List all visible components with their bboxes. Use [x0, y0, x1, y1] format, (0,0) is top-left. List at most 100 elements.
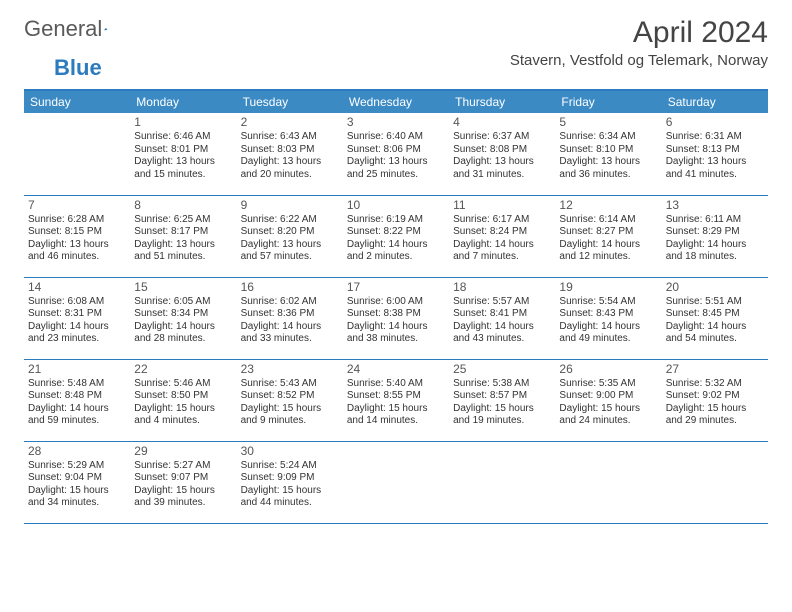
cell-sunrise: Sunrise: 6:05 AM [134, 296, 232, 309]
calendar-week-row: 21Sunrise: 5:48 AMSunset: 8:48 PMDayligh… [24, 359, 768, 441]
calendar-cell: 3Sunrise: 6:40 AMSunset: 8:06 PMDaylight… [343, 113, 449, 195]
cell-sunrise: Sunrise: 5:46 AM [134, 378, 232, 391]
cell-d2: and 44 minutes. [241, 497, 339, 510]
cell-sunset: Sunset: 8:20 PM [241, 226, 339, 239]
cell-d2: and 23 minutes. [28, 333, 126, 346]
cell-d2: and 18 minutes. [666, 251, 764, 264]
day-number: 22 [134, 362, 232, 377]
column-header: Thursday [449, 91, 555, 113]
cell-d2: and 57 minutes. [241, 251, 339, 264]
cell-d1: Daylight: 14 hours [666, 321, 764, 334]
day-number: 10 [347, 198, 445, 213]
cell-d1: Daylight: 14 hours [453, 239, 551, 252]
cell-d2: and 25 minutes. [347, 169, 445, 182]
cell-d2: and 41 minutes. [666, 169, 764, 182]
day-number: 28 [28, 444, 126, 459]
day-number: 19 [559, 280, 657, 295]
cell-d2: and 31 minutes. [453, 169, 551, 182]
day-number: 15 [134, 280, 232, 295]
calendar-week-row: 1Sunrise: 6:46 AMSunset: 8:01 PMDaylight… [24, 113, 768, 195]
cell-d2: and 4 minutes. [134, 415, 232, 428]
day-number: 16 [241, 280, 339, 295]
logo-text-blue: Blue [54, 55, 792, 81]
day-number: 5 [559, 115, 657, 130]
day-number: 12 [559, 198, 657, 213]
cell-sunrise: Sunrise: 5:43 AM [241, 378, 339, 391]
cell-sunrise: Sunrise: 6:31 AM [666, 131, 764, 144]
cell-d2: and 14 minutes. [347, 415, 445, 428]
cell-d2: and 59 minutes. [28, 415, 126, 428]
day-number: 18 [453, 280, 551, 295]
calendar-cell: 5Sunrise: 6:34 AMSunset: 8:10 PMDaylight… [555, 113, 661, 195]
calendar-cell: 15Sunrise: 6:05 AMSunset: 8:34 PMDayligh… [130, 277, 236, 359]
cell-sunrise: Sunrise: 5:27 AM [134, 460, 232, 473]
cell-d1: Daylight: 14 hours [559, 321, 657, 334]
cell-sunset: Sunset: 8:52 PM [241, 390, 339, 403]
cell-sunset: Sunset: 8:03 PM [241, 144, 339, 157]
cell-sunset: Sunset: 8:01 PM [134, 144, 232, 157]
cell-sunrise: Sunrise: 5:38 AM [453, 378, 551, 391]
column-header: Wednesday [343, 91, 449, 113]
cell-sunset: Sunset: 8:10 PM [559, 144, 657, 157]
calendar-cell: 19Sunrise: 5:54 AMSunset: 8:43 PMDayligh… [555, 277, 661, 359]
cell-d1: Daylight: 13 hours [134, 239, 232, 252]
page-title: April 2024 [510, 16, 768, 50]
cell-d1: Daylight: 15 hours [666, 403, 764, 416]
cell-sunrise: Sunrise: 6:43 AM [241, 131, 339, 144]
cell-d2: and 7 minutes. [453, 251, 551, 264]
cell-d1: Daylight: 14 hours [28, 321, 126, 334]
calendar-cell: 8Sunrise: 6:25 AMSunset: 8:17 PMDaylight… [130, 195, 236, 277]
logo-text-general: General [24, 16, 102, 42]
calendar-cell [24, 113, 130, 195]
day-number: 1 [134, 115, 232, 130]
cell-sunset: Sunset: 8:15 PM [28, 226, 126, 239]
calendar-cell: 18Sunrise: 5:57 AMSunset: 8:41 PMDayligh… [449, 277, 555, 359]
cell-d1: Daylight: 14 hours [134, 321, 232, 334]
cell-sunset: Sunset: 8:08 PM [453, 144, 551, 157]
cell-sunset: Sunset: 8:57 PM [453, 390, 551, 403]
day-number: 27 [666, 362, 764, 377]
calendar-cell: 14Sunrise: 6:08 AMSunset: 8:31 PMDayligh… [24, 277, 130, 359]
cell-d2: and 33 minutes. [241, 333, 339, 346]
cell-d1: Daylight: 15 hours [134, 403, 232, 416]
cell-d2: and 19 minutes. [453, 415, 551, 428]
cell-sunset: Sunset: 8:17 PM [134, 226, 232, 239]
calendar-cell [555, 441, 661, 523]
cell-d1: Daylight: 15 hours [453, 403, 551, 416]
cell-sunset: Sunset: 8:27 PM [559, 226, 657, 239]
column-header: Friday [555, 91, 661, 113]
calendar-cell: 22Sunrise: 5:46 AMSunset: 8:50 PMDayligh… [130, 359, 236, 441]
cell-sunset: Sunset: 8:55 PM [347, 390, 445, 403]
calendar-cell: 25Sunrise: 5:38 AMSunset: 8:57 PMDayligh… [449, 359, 555, 441]
day-number: 30 [241, 444, 339, 459]
cell-sunrise: Sunrise: 6:28 AM [28, 214, 126, 227]
logo-triangle-icon [104, 20, 107, 38]
calendar-cell: 16Sunrise: 6:02 AMSunset: 8:36 PMDayligh… [237, 277, 343, 359]
cell-d2: and 46 minutes. [28, 251, 126, 264]
day-number: 4 [453, 115, 551, 130]
cell-d2: and 43 minutes. [453, 333, 551, 346]
cell-sunset: Sunset: 8:45 PM [666, 308, 764, 321]
cell-d2: and 39 minutes. [134, 497, 232, 510]
cell-d1: Daylight: 15 hours [241, 403, 339, 416]
cell-sunrise: Sunrise: 5:48 AM [28, 378, 126, 391]
calendar-cell: 6Sunrise: 6:31 AMSunset: 8:13 PMDaylight… [662, 113, 768, 195]
calendar-cell [343, 441, 449, 523]
cell-sunrise: Sunrise: 6:11 AM [666, 214, 764, 227]
day-number: 24 [347, 362, 445, 377]
calendar-cell: 2Sunrise: 6:43 AMSunset: 8:03 PMDaylight… [237, 113, 343, 195]
cell-sunset: Sunset: 8:31 PM [28, 308, 126, 321]
cell-sunset: Sunset: 9:04 PM [28, 472, 126, 485]
column-header: Sunday [24, 91, 130, 113]
cell-sunrise: Sunrise: 6:22 AM [241, 214, 339, 227]
cell-d2: and 36 minutes. [559, 169, 657, 182]
logo: General [24, 16, 124, 42]
cell-sunset: Sunset: 8:29 PM [666, 226, 764, 239]
cell-sunset: Sunset: 9:07 PM [134, 472, 232, 485]
cell-d1: Daylight: 15 hours [28, 485, 126, 498]
day-number: 21 [28, 362, 126, 377]
day-number: 26 [559, 362, 657, 377]
cell-sunset: Sunset: 8:13 PM [666, 144, 764, 157]
cell-sunrise: Sunrise: 6:40 AM [347, 131, 445, 144]
cell-sunset: Sunset: 9:00 PM [559, 390, 657, 403]
